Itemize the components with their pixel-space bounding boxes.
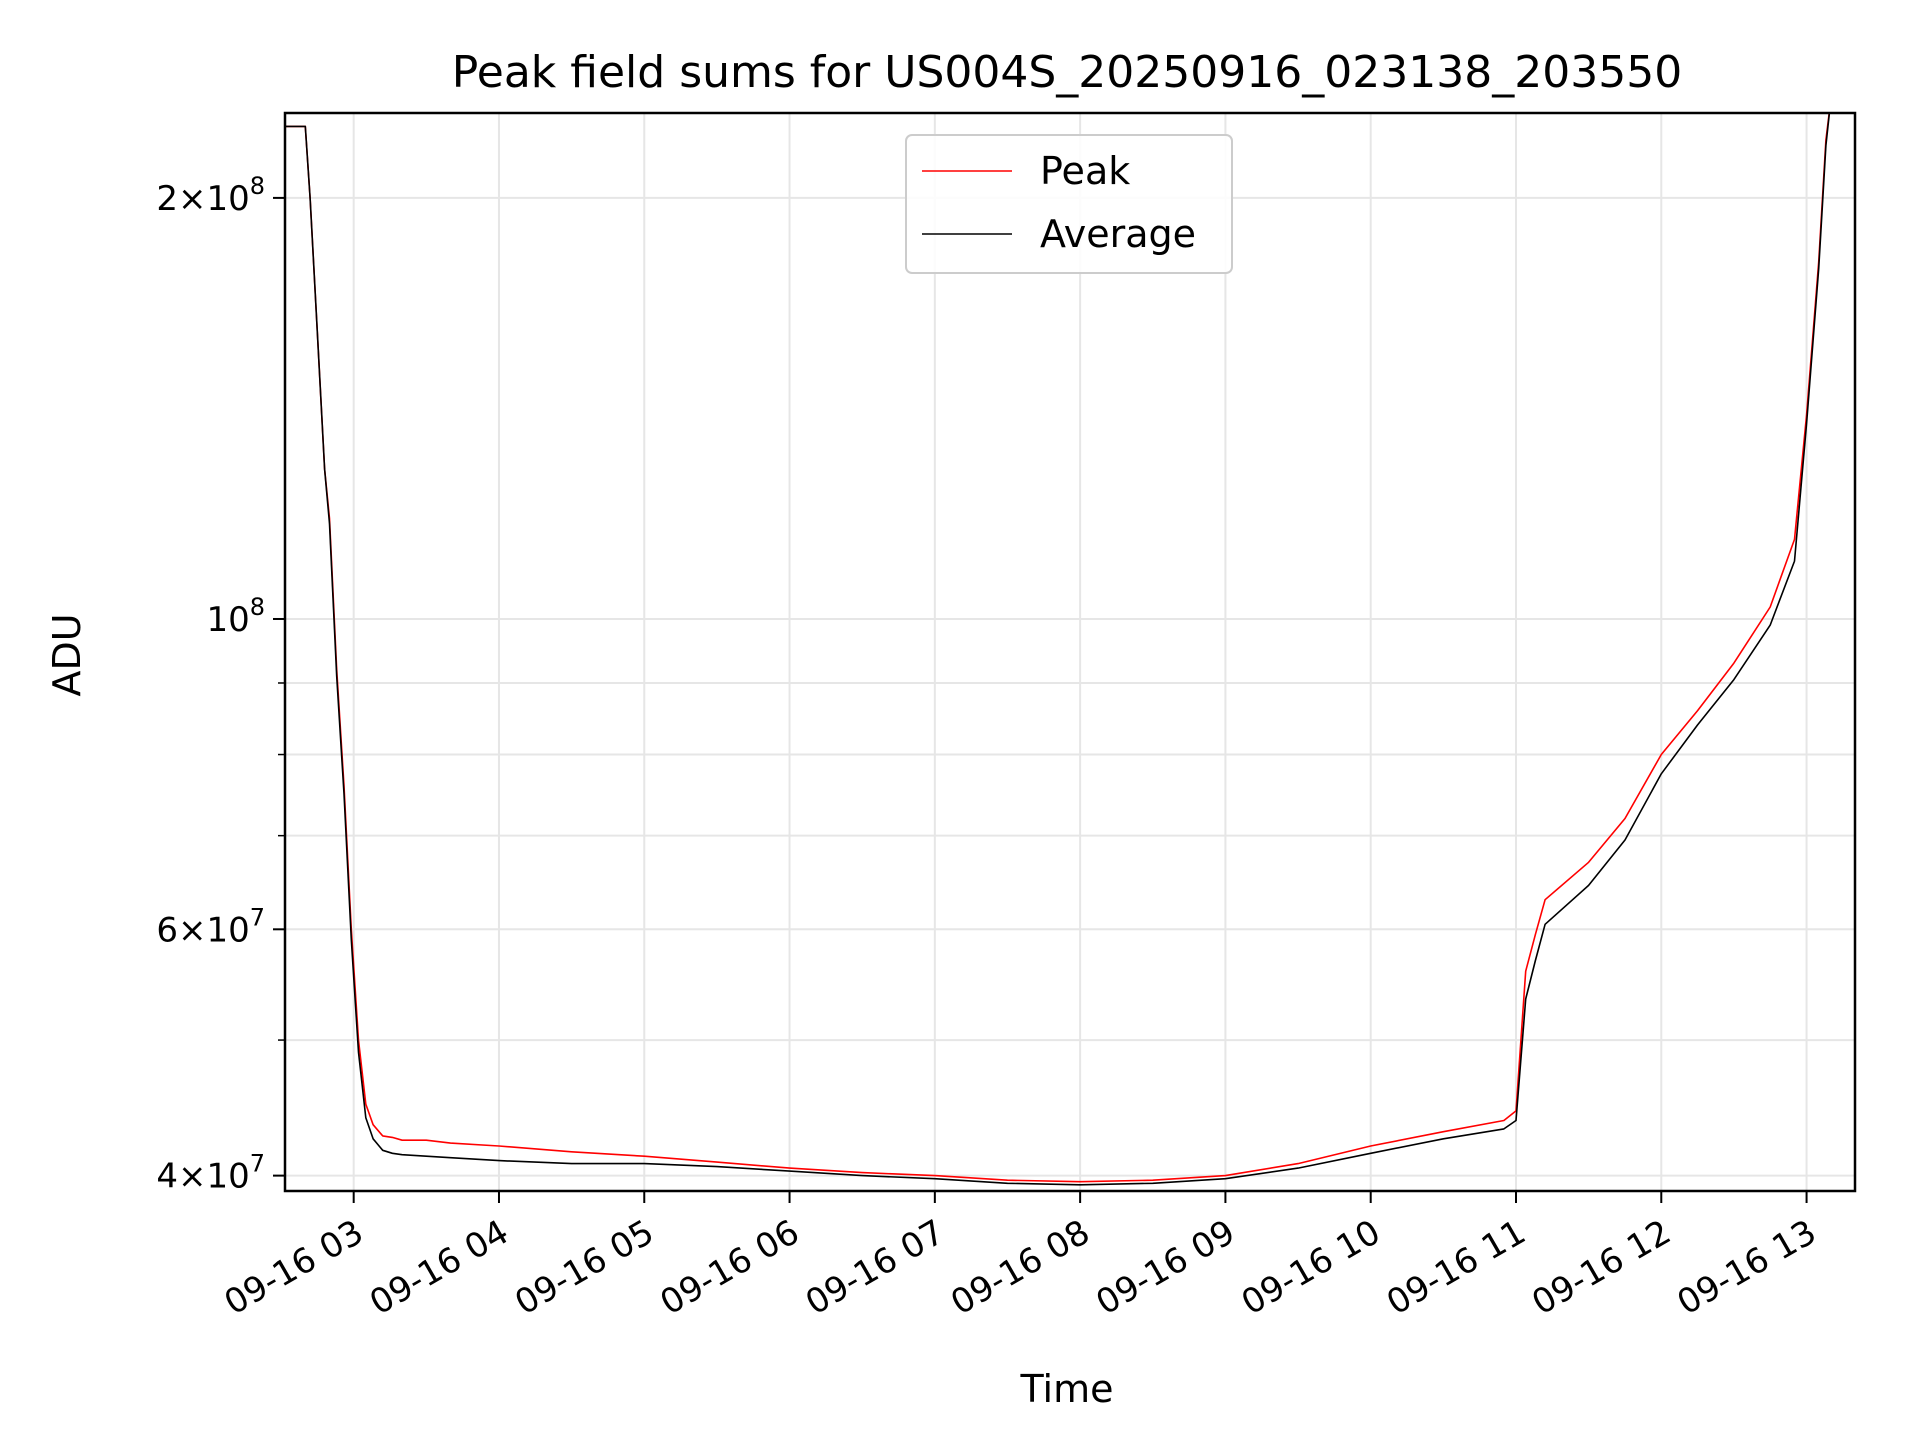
y-tick-label: 6×107 — [156, 903, 265, 950]
y-tick-label-base: 6 — [156, 910, 178, 950]
y-tick-label-ten: 10 — [206, 179, 249, 219]
y-tick-label-times: × — [178, 910, 207, 950]
legend-box — [905, 134, 1233, 274]
series-layer — [285, 113, 1831, 1186]
legend-label-average: Average — [1040, 212, 1196, 256]
legend-label-peak: Peak — [1040, 149, 1130, 193]
legend: Peak Average — [905, 134, 1233, 274]
y-tick-label-ten: 10 — [206, 1157, 249, 1197]
y-tick-label-exponent: 8 — [250, 593, 265, 621]
grid — [285, 113, 1855, 1191]
plot-frame — [283, 111, 1857, 1193]
y-tick-label-base: 4 — [156, 1157, 178, 1197]
y-tick-label-exponent: 7 — [250, 903, 265, 931]
y-tick-label: 4×107 — [156, 1150, 265, 1197]
y-axis-label: ADU — [45, 613, 89, 696]
chart-title: Peak field sums for US004S_20250916_0231… — [452, 47, 1682, 98]
y-tick-label-times: × — [178, 179, 207, 219]
x-axis-label: Time — [1020, 1367, 1114, 1411]
y-tick-label-exponent: 8 — [250, 172, 265, 200]
y-tick-label: 2×108 — [156, 172, 265, 219]
y-tick-label-ten: 10 — [206, 910, 249, 950]
y-tick-label-base: 2 — [156, 179, 178, 219]
y-tick-label: 108 — [206, 593, 265, 640]
series-line-average — [285, 113, 1831, 1186]
y-tick-label-exponent: 7 — [250, 1150, 265, 1178]
y-tick-label-ten: 10 — [206, 600, 249, 640]
y-tick-label-times: × — [178, 1157, 207, 1197]
